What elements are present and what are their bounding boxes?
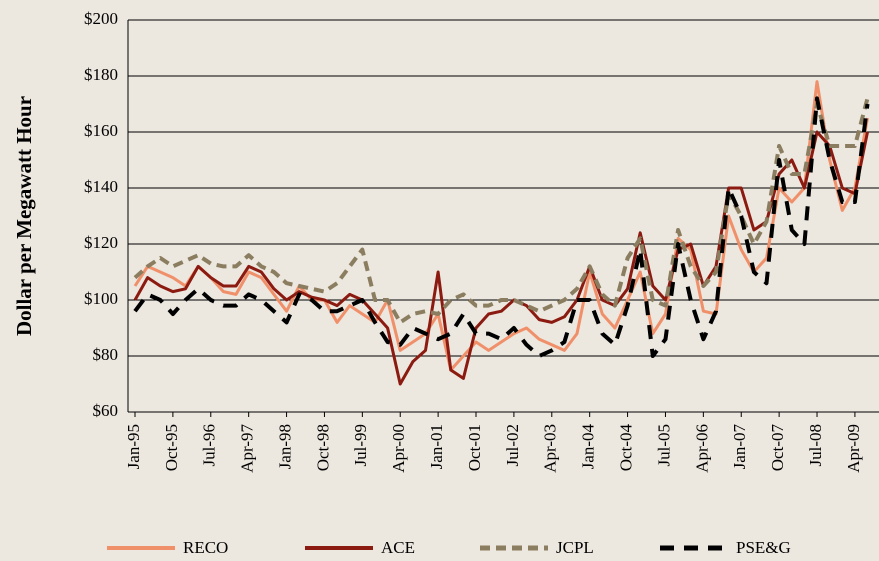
- y-tick-label: $180: [84, 65, 118, 84]
- series-line: [133, 80, 869, 372]
- x-tick-label: Oct-98: [313, 424, 332, 471]
- x-tick-label: Jan-07: [730, 424, 749, 470]
- x-tick-label: Oct-01: [465, 424, 484, 471]
- x-tick-label: Apr-06: [692, 424, 711, 473]
- y-tick-label: $120: [84, 233, 118, 252]
- legend-label: JCPL: [556, 538, 594, 557]
- y-tick-label: $80: [93, 345, 119, 364]
- legend-label: RECO: [183, 538, 228, 557]
- y-tick-label: $200: [84, 9, 118, 28]
- x-tick-label: Jul-99: [351, 424, 370, 467]
- x-tick-label: Jan-95: [124, 424, 143, 469]
- x-tick-label: Jul-05: [654, 424, 673, 467]
- y-axis-label: Dollar per Megawatt Hour: [12, 96, 36, 336]
- legend-label: PSE&G: [736, 538, 791, 557]
- x-tick-label: Apr-97: [238, 424, 257, 473]
- y-tick-label: $60: [93, 401, 119, 420]
- legend-label: ACE: [381, 538, 415, 557]
- x-tick-label: Apr-00: [389, 424, 408, 473]
- x-tick-label: Jan-04: [579, 424, 598, 470]
- x-tick-label: Jan-01: [427, 424, 446, 469]
- series-line: [133, 97, 870, 325]
- series-line: [133, 130, 869, 386]
- y-tick-label: $160: [84, 121, 118, 140]
- x-tick-label: Jul-08: [806, 424, 825, 467]
- x-tick-label: Jul-96: [200, 424, 219, 467]
- x-tick-label: Jan-98: [275, 424, 294, 469]
- y-tick-label: $100: [84, 289, 118, 308]
- y-tick-label: $140: [84, 177, 118, 196]
- x-tick-label: Oct-07: [768, 424, 787, 472]
- x-tick-label: Oct-95: [162, 424, 181, 471]
- x-tick-label: Jul-02: [503, 424, 522, 467]
- x-tick-label: Apr-09: [844, 424, 863, 473]
- x-tick-label: Apr-03: [541, 424, 560, 473]
- x-tick-label: Oct-04: [616, 424, 635, 472]
